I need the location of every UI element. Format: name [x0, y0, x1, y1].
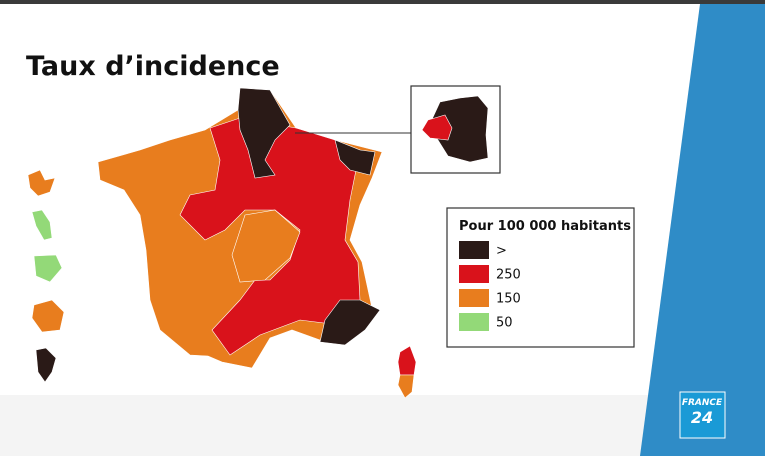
legend: Pour 100 000 habitants >250 150 50: [446, 207, 635, 348]
corsica-south: [397, 374, 415, 399]
legend-swatch: [459, 241, 489, 259]
legend-swatch: [459, 313, 489, 331]
title: Taux d’incidence: [26, 51, 280, 82]
blue-panel: [640, 4, 765, 456]
guadeloupe: [27, 169, 56, 197]
northeast-black: [334, 139, 376, 176]
center-orange: [231, 209, 301, 283]
legend-label: 250: [496, 268, 521, 283]
red-zone: [179, 117, 361, 356]
reunion: [31, 299, 65, 333]
north-black: [237, 87, 291, 179]
martinique: [31, 209, 53, 241]
southeast-black: [319, 299, 381, 346]
inset-paris: [421, 114, 453, 141]
bottom-shade: [0, 395, 660, 456]
legend-title: Pour 100 000 habitants: [459, 219, 631, 234]
guyane: [33, 254, 63, 283]
legend-label: 50: [496, 316, 513, 331]
legend-items: >250 150 50: [459, 241, 521, 331]
legend-swatch: [459, 289, 489, 307]
legend-swatch: [459, 265, 489, 283]
mayotte: [35, 347, 57, 383]
logo: FRANCE 24: [679, 391, 726, 439]
logo-box: [679, 391, 726, 439]
logo-line1: FRANCE: [682, 398, 723, 408]
legend-label: 150: [496, 292, 521, 307]
legend-label: >: [496, 244, 507, 259]
map: [27, 85, 501, 399]
logo-line2: 24: [691, 408, 713, 427]
top-strip: [0, 0, 765, 4]
